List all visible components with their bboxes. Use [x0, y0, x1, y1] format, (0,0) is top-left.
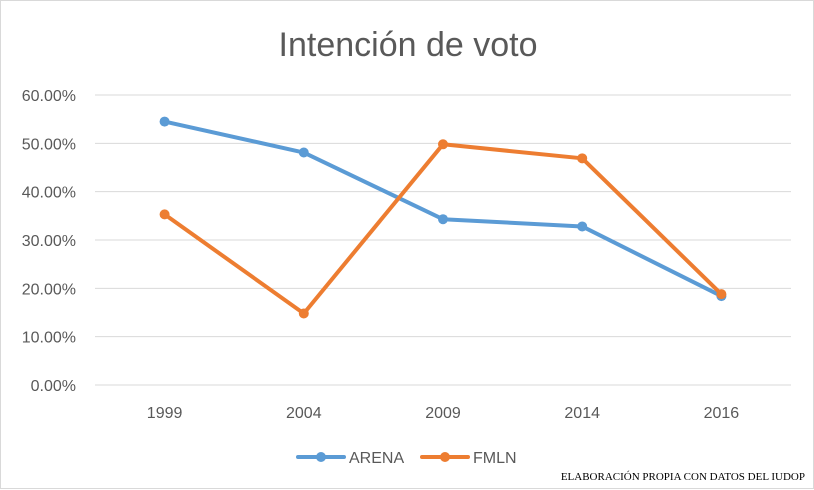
source-annotation: ELABORACIÓN PROPIA CON DATOS DEL IUDOP	[561, 471, 805, 483]
y-tick-label: 60.00%	[22, 88, 76, 105]
y-tick-label: 0.00%	[31, 378, 76, 395]
data-point-arena	[298, 147, 309, 158]
y-tick-label: 30.00%	[22, 233, 76, 250]
data-point-fmln	[577, 153, 588, 164]
data-point-fmln	[159, 209, 170, 220]
legend-label-arena: ARENA	[349, 450, 404, 467]
y-tick-label: 40.00%	[22, 185, 76, 202]
legend-label-fmln: FMLN	[473, 450, 517, 467]
x-tick-label: 2004	[286, 405, 322, 422]
y-tick-label: 50.00%	[22, 136, 76, 153]
data-point-arena	[577, 221, 588, 232]
x-tick-label: 2014	[564, 405, 600, 422]
x-axis-ticks: 1999 2004 2009 2014 2016	[147, 405, 739, 422]
chart-title: Intención de voto	[279, 26, 538, 64]
data-point-fmln	[298, 308, 309, 319]
series-group	[159, 116, 727, 319]
legend-marker-fmln	[440, 452, 450, 462]
legend-marker-arena	[316, 452, 326, 462]
data-point-arena	[159, 116, 170, 127]
y-axis-ticks: 0.00% 10.00% 20.00% 30.00% 40.00% 50.00% 60.00…	[22, 88, 76, 395]
legend: ARENA FMLN	[296, 450, 517, 467]
x-tick-label: 2016	[704, 405, 740, 422]
data-point-arena	[438, 214, 448, 225]
data-point-fmln	[716, 289, 727, 300]
data-point-fmln	[438, 139, 448, 150]
y-tick-label: 20.00%	[22, 281, 76, 298]
x-tick-label: 1999	[147, 405, 183, 422]
x-tick-label: 2009	[425, 405, 461, 422]
y-tick-label: 10.00%	[22, 330, 76, 347]
